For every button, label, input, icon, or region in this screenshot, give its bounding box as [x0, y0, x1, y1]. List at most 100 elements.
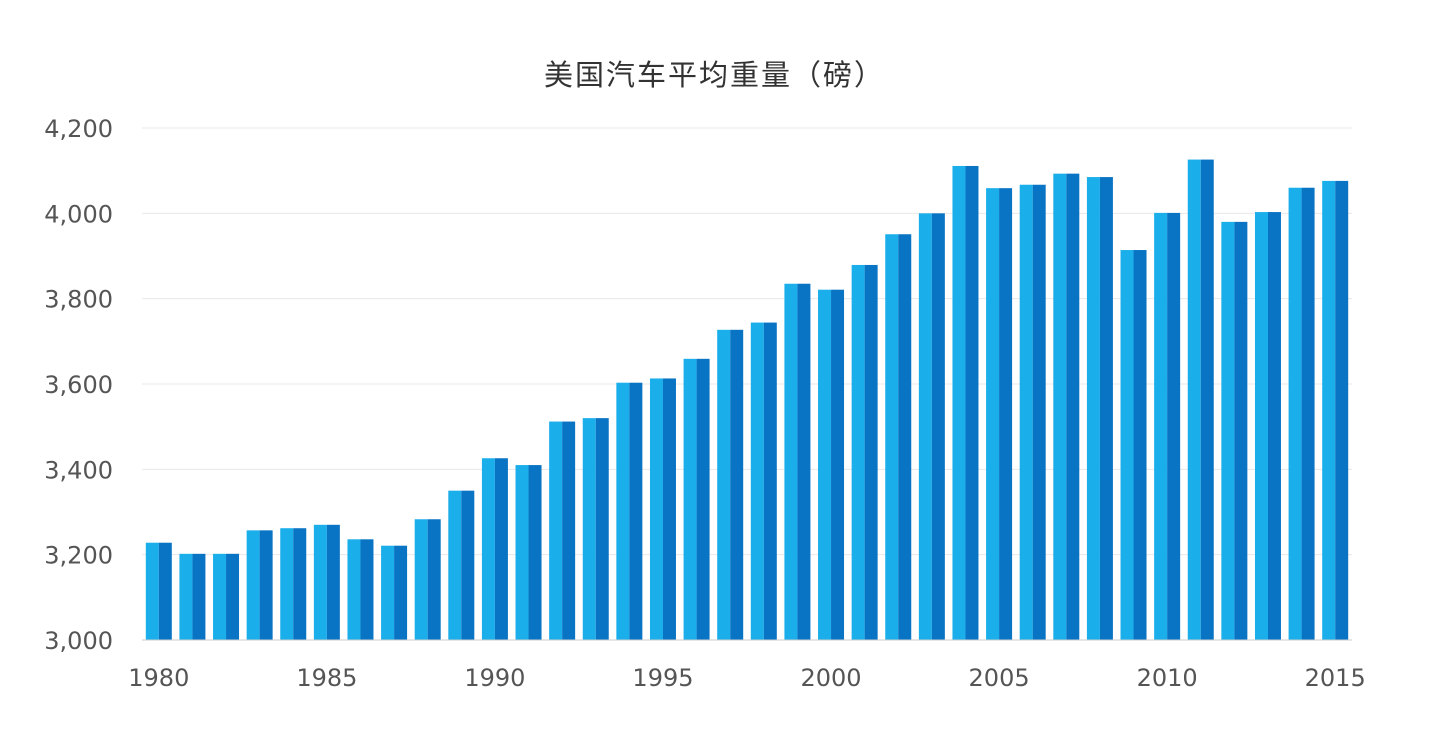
bar-dark-half [562, 421, 576, 640]
bar [649, 378, 676, 640]
bar [918, 213, 945, 641]
bar-light-half [851, 264, 865, 640]
bar-dark-half [528, 465, 542, 640]
bar-light-half [280, 528, 294, 640]
bar-light-half [1154, 212, 1168, 640]
chart-title: 美国汽车平均重量（磅） [543, 58, 885, 92]
bar [347, 539, 374, 640]
bar-light-half [1254, 212, 1268, 640]
bar-light-half [448, 490, 462, 640]
x-tick-label: 2000 [800, 664, 861, 692]
y-axis: 3,000 3,200 3,400 3,600 3,800 4,000 4,200 [44, 115, 113, 655]
bar-dark-half [226, 553, 240, 640]
bar-dark-half [461, 490, 475, 640]
x-tick-label: 2015 [1305, 664, 1366, 692]
bar [851, 264, 878, 640]
bar-light-half [347, 539, 361, 640]
bar [1019, 184, 1046, 640]
bar-dark-half [259, 530, 273, 640]
bar-light-half [582, 418, 596, 640]
bar-dark-half [394, 545, 408, 640]
bar [414, 519, 441, 640]
bar-light-half [683, 358, 697, 640]
bar-dark-half [1133, 250, 1147, 640]
bar [784, 283, 811, 640]
bar-dark-half [864, 264, 878, 640]
bar-dark-half [427, 519, 441, 640]
bar-dark-half [931, 213, 945, 641]
bar [481, 458, 508, 640]
bar-dark-half [831, 289, 845, 640]
bar-light-half [1019, 184, 1033, 640]
bar-light-half [246, 530, 260, 640]
bar [885, 234, 912, 641]
bar [145, 542, 172, 640]
bar-light-half [1120, 250, 1134, 640]
bar-light-half [818, 289, 832, 640]
bar [582, 418, 609, 640]
bar-light-half [1053, 173, 1067, 641]
bar-dark-half [965, 165, 979, 640]
bar [952, 165, 979, 640]
bar [280, 528, 307, 640]
bar [717, 329, 744, 640]
bar-light-half [1221, 221, 1235, 640]
bar-light-half [1322, 180, 1336, 640]
bar-dark-half [999, 188, 1013, 640]
y-tick-label: 4,000 [44, 200, 113, 228]
bar-light-half [145, 542, 159, 640]
bar-dark-half [1099, 177, 1113, 641]
y-tick-label: 4,200 [44, 115, 113, 143]
bar [381, 545, 408, 640]
bar [1154, 212, 1181, 640]
bar [1322, 180, 1349, 640]
bar [246, 530, 273, 640]
bar-light-half [213, 553, 227, 640]
y-tick-label: 3,000 [44, 627, 113, 655]
bar-light-half [750, 322, 764, 640]
x-tick-label: 1985 [296, 664, 357, 692]
x-tick-label: 2010 [1137, 664, 1198, 692]
bar [1120, 250, 1147, 640]
x-tick-label: 1995 [632, 664, 693, 692]
y-tick-label: 3,400 [44, 456, 113, 484]
bar [448, 490, 475, 640]
bar-dark-half [595, 418, 609, 640]
bar [1288, 187, 1315, 640]
bar-dark-half [898, 234, 912, 641]
bar-dark-half [1167, 212, 1181, 640]
bar-light-half [313, 524, 327, 640]
bar-dark-half [763, 322, 777, 640]
bar-dark-half [730, 329, 744, 640]
bar [1053, 173, 1080, 641]
bar-light-half [179, 553, 193, 640]
bar-dark-half [158, 542, 172, 640]
grid-lines [142, 127, 1352, 556]
bar-light-half [549, 421, 563, 640]
bar [616, 382, 643, 640]
bar-light-half [784, 283, 798, 640]
bar-dark-half [1267, 212, 1281, 640]
bar-light-half [717, 329, 731, 640]
bar-dark-half [494, 458, 508, 640]
bar-dark-half [662, 378, 676, 640]
bar [313, 524, 340, 640]
bar-dark-half [1234, 221, 1248, 640]
bar-dark-half [1032, 184, 1046, 640]
bar-light-half [481, 458, 495, 640]
y-tick-label: 3,600 [44, 371, 113, 399]
bar-dark-half [797, 283, 811, 640]
bar [1221, 221, 1248, 640]
bar [1254, 212, 1281, 640]
bar-dark-half [293, 528, 307, 640]
y-tick-label: 3,800 [44, 286, 113, 314]
bar [213, 553, 240, 640]
bar-dark-half [1066, 173, 1080, 641]
bar-light-half [918, 213, 932, 641]
x-tick-label: 1990 [464, 664, 525, 692]
bar-light-half [649, 378, 663, 640]
bar-dark-half [192, 553, 206, 640]
bar [750, 322, 777, 640]
bar-dark-half [696, 358, 710, 640]
